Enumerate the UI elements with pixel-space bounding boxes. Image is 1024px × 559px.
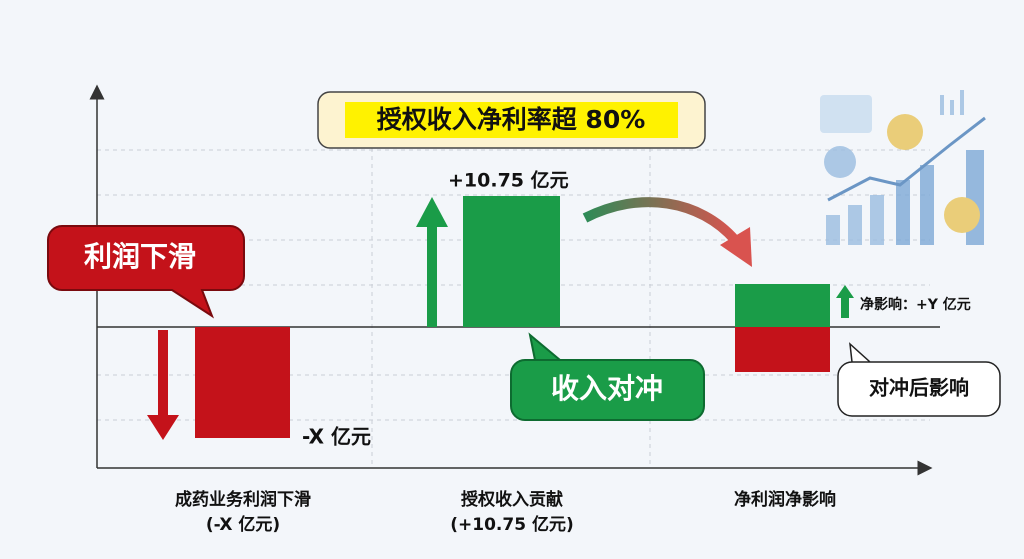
- callout: [510, 332, 705, 421]
- finance-icon: [820, 90, 986, 245]
- category-label: 授权收入贡献: [461, 489, 563, 510]
- up-arrow: [416, 197, 448, 327]
- net-negative-bar: [735, 327, 830, 372]
- callout-text: 收入对冲: [551, 372, 663, 405]
- callout-text: 利润下滑: [84, 240, 196, 273]
- title-highlight: [345, 102, 678, 138]
- down-arrow: [147, 330, 179, 440]
- callout: [837, 342, 1001, 417]
- flow-arrow: [582, 197, 739, 244]
- value-label: +10.75 亿元: [448, 169, 569, 192]
- category-sub: (+10.75 亿元): [450, 514, 573, 535]
- category-sub: (-X 亿元): [206, 514, 280, 535]
- callout: [47, 225, 245, 319]
- category-label: 成药业务利润下滑: [175, 489, 311, 510]
- callout-text: 对冲后影响: [869, 376, 969, 400]
- decline-bar: [195, 327, 290, 438]
- contribution-bar: [463, 196, 560, 327]
- net-positive-bar: [735, 284, 830, 327]
- small-up-arrow: [836, 285, 854, 318]
- category-label: 净利润净影响: [734, 489, 836, 510]
- title: 授权收入净利率超 80%: [377, 105, 646, 134]
- value-label: 净影响：+Y 亿元: [860, 296, 971, 313]
- value-label: -X 亿元: [302, 425, 371, 449]
- flow-arrowhead: [720, 227, 752, 267]
